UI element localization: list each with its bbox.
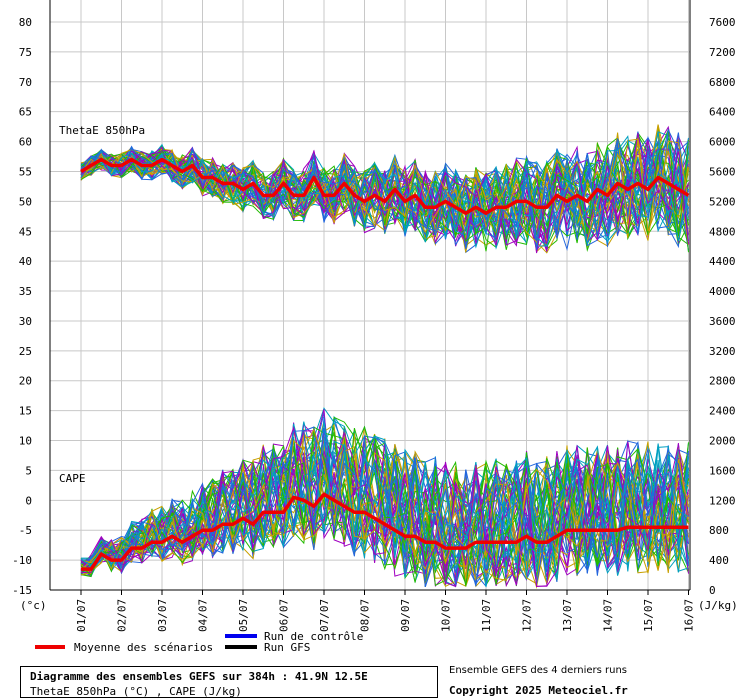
y-axis-right-ticks: 0 400 800 1200 1600 2000 2400 2800 3200 3600 4000 4… [709,16,736,597]
cape-member-line [80,426,689,587]
x-tick-label: 01/07 [75,599,88,632]
y-right-tick-label: 1200 [709,494,736,507]
cape-member-line [80,432,689,586]
x-tick-label: 14/07 [602,599,615,632]
thetae-member-line [80,128,689,247]
y-left-tick-label: -15 [12,584,32,597]
y-left-tick-label: 40 [19,255,32,268]
x-tick-label: 16/07 [683,599,696,632]
y-left-tick-label: 75 [19,46,32,59]
plot-frame [49,0,691,591]
chart-info-box: Diagramme des ensembles GEFS sur 384h : … [20,666,438,698]
x-tick-label: 05/07 [237,599,250,632]
legend-control-label: Run de contrôle [264,630,363,643]
y-left-tick-label: -5 [19,524,32,537]
y-left-tick-label: 35 [19,285,32,298]
y-right-tick-label: 4800 [709,225,736,238]
ensemble-members [80,124,689,589]
chart-subtitle: ThetaE 850hPa (°C) , CAPE (J/kg) [30,685,242,698]
y-right-tick-label: 400 [709,554,729,567]
y-left-tick-label: 10 [19,435,32,448]
cape-member-line [80,431,689,588]
x-tick-label: 11/07 [480,599,493,632]
x-tick-label: 13/07 [561,599,574,632]
legend-mean-swatch [35,645,65,649]
thetae-member-line [80,146,689,245]
x-tick-label: 03/07 [156,599,169,632]
y-right-tick-label: 7200 [709,46,736,59]
y-right-tick-label: 2400 [709,405,736,418]
y-left-tick-label: 65 [19,106,32,119]
cape-member-line [80,439,689,587]
x-axis-ticks: 01/07 02/07 03/07 04/07 05/07 06/07 07/07 08/07… [75,590,696,632]
y-right-tick-label: 3600 [709,315,736,328]
x-tick-label: 10/07 [440,599,453,632]
chart-title: Diagramme des ensembles GEFS sur 384h : … [30,670,368,683]
y-left-tick-label: 15 [19,405,32,418]
thetae-member-line [80,138,689,240]
thetae-member-line [80,132,689,247]
cape-member-line [80,425,689,586]
right-axis-unit: (J/kg) [698,599,738,612]
y-left-tick-label: 45 [19,225,32,238]
legend-gfs-label: Run GFS [264,641,310,654]
y-right-tick-label: 4400 [709,255,736,268]
x-tick-label: 07/07 [318,599,331,632]
y-axis-left-ticks: -15 -10 -5 0 5 10 15 20 25 30 35 40 45 50 55 60 65 70 75 80 [12,16,32,597]
y-left-tick-label: 20 [19,375,32,388]
y-left-tick-label: 80 [19,16,32,29]
thetae-member-line [80,135,689,247]
left-axis-unit: (°c) [20,599,47,612]
y-right-tick-label: 5200 [709,195,736,208]
x-tick-label: 09/07 [399,599,412,632]
y-left-tick-label: 25 [19,345,32,358]
x-tick-label: 04/07 [197,599,210,632]
y-left-tick-label: 0 [25,494,32,507]
thetae-mean-line [80,157,690,216]
legend-gfs-swatch [225,645,257,649]
y-left-tick-label: 30 [19,315,32,328]
x-tick-label: 12/07 [521,599,534,632]
y-right-tick-label: 5600 [709,165,736,178]
x-tick-label: 06/07 [278,599,291,632]
cape-member-line [80,430,689,574]
thetae-panel-label: ThetaE 850hPa [59,124,145,137]
y-right-tick-label: 3200 [709,345,736,358]
x-tick-label: 08/07 [359,599,372,632]
cape-member-line [80,427,689,587]
y-right-tick-label: 800 [709,524,729,537]
y-left-tick-label: -10 [12,554,32,567]
y-right-tick-label: 7600 [709,16,736,29]
cape-member-line [80,440,689,588]
cape-panel-label: CAPE [59,472,86,485]
legend-mean-label: Moyenne des scénarios [74,641,213,654]
cape-member-line [80,422,689,579]
x-tick-label: 15/07 [642,599,655,632]
y-right-tick-label: 6000 [709,136,736,149]
y-left-tick-label: 70 [19,76,32,89]
y-right-tick-label: 6800 [709,76,736,89]
y-left-tick-label: 55 [19,165,32,178]
y-left-tick-label: 5 [25,464,32,477]
y-left-tick-label: 60 [19,136,32,149]
y-right-tick-label: 1600 [709,464,736,477]
legend-control-swatch [225,634,257,638]
cape-member-line [80,446,689,580]
y-right-tick-label: 2800 [709,375,736,388]
copyright: Copyright 2025 Meteociel.fr [449,684,628,697]
y-right-tick-label: 4000 [709,285,736,298]
y-right-tick-label: 2000 [709,435,736,448]
runs-note: Ensemble GEFS des 4 derniers runs [449,665,628,676]
y-left-tick-label: 50 [19,195,32,208]
y-right-tick-label: 6400 [709,106,736,119]
mean-series [80,157,690,571]
x-tick-label: 02/07 [116,599,129,632]
y-right-tick-label: 0 [709,584,716,597]
cape-mean-line [81,492,689,571]
